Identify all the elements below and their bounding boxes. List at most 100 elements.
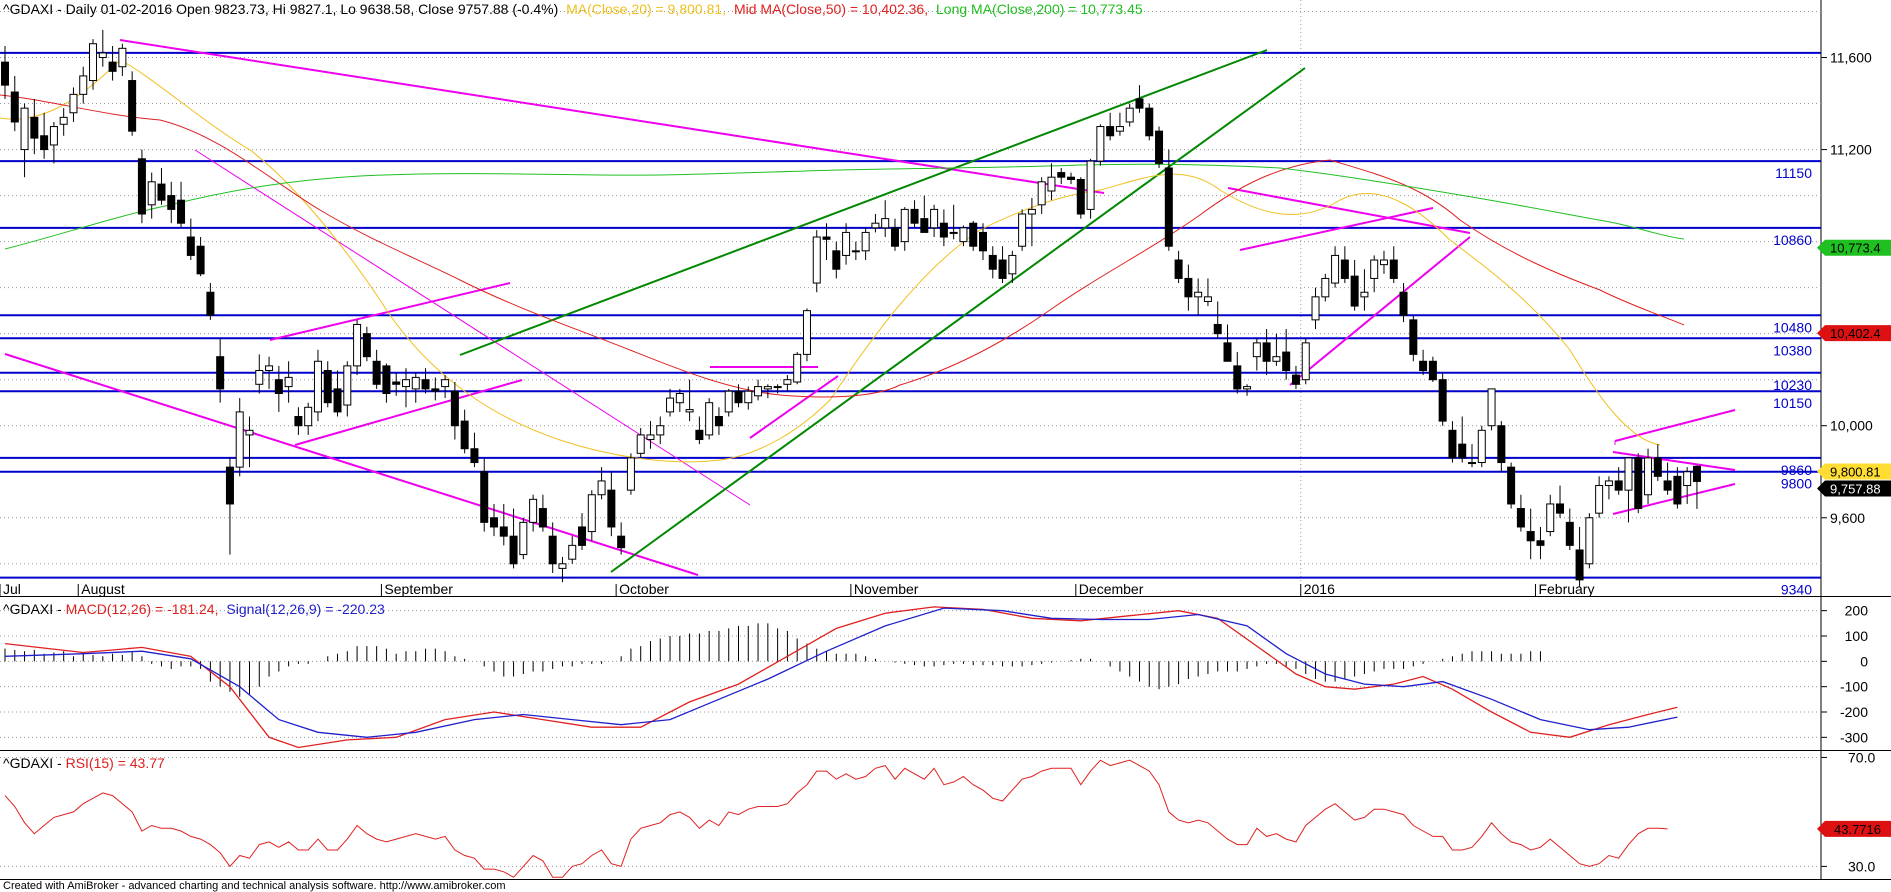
candle <box>1027 197 1036 247</box>
candle-body <box>812 236 821 284</box>
candle-body <box>1272 356 1281 362</box>
candle <box>1252 338 1261 371</box>
candle <box>1076 177 1085 219</box>
candle <box>959 225 968 247</box>
moving-averages <box>0 59 1685 463</box>
level-label: 10380 <box>1773 342 1812 358</box>
ma50-line <box>0 94 1685 398</box>
candle <box>1008 250 1017 284</box>
candle-body <box>1037 181 1046 206</box>
candle-body <box>587 494 596 533</box>
candle <box>949 204 958 240</box>
candle-body <box>235 411 244 468</box>
candle <box>1614 467 1623 495</box>
candle-body <box>1135 98 1144 109</box>
candle-body <box>362 333 371 358</box>
candle-body <box>763 386 772 390</box>
candle-body <box>1252 342 1261 358</box>
candle-body <box>499 526 508 537</box>
candle-body <box>930 208 939 229</box>
trendlines <box>4 39 1736 576</box>
candle-body <box>89 43 98 82</box>
candle-body <box>519 521 528 556</box>
month-label: November <box>854 581 919 597</box>
candle <box>939 209 948 247</box>
level-label: 9860 <box>1781 462 1812 478</box>
candle <box>245 416 254 468</box>
candle <box>675 388 684 412</box>
footer-credit: Created with AmiBroker - advanced charti… <box>3 880 506 892</box>
candle-body <box>1634 457 1643 510</box>
candle <box>1096 124 1105 166</box>
candle-body <box>40 135 49 151</box>
candle-body <box>988 254 997 270</box>
candle <box>1291 365 1300 389</box>
price-header-symbol: ^GDAXI - Daily 01-02-2016 Open 9823.73, … <box>3 1 558 17</box>
candle-body <box>401 379 410 388</box>
candle <box>988 246 997 279</box>
price-badge: 10,773.4 <box>1817 239 1891 256</box>
candle <box>69 87 78 122</box>
candle-body <box>137 158 146 215</box>
candle <box>89 39 98 90</box>
candle-body <box>793 353 802 383</box>
candle-body <box>216 356 225 390</box>
candle <box>1556 485 1565 518</box>
candle <box>79 66 88 104</box>
price-panel <box>0 0 1821 596</box>
candle <box>118 43 127 76</box>
candle <box>59 108 68 136</box>
candle <box>333 370 342 417</box>
month-axis: Jul August September October November Decembe… <box>0 581 1594 597</box>
candle <box>323 361 332 408</box>
candle <box>842 223 851 265</box>
candle-body <box>744 390 753 404</box>
rsi-tick-label: 30.0 <box>1848 858 1875 874</box>
candle-body <box>1331 254 1340 284</box>
candle <box>1331 246 1340 288</box>
candle-body <box>1575 549 1584 581</box>
candle-body <box>1409 319 1418 355</box>
trendline-magenta-channel-lower <box>294 379 523 446</box>
macd-tick-label: -200 <box>1840 704 1868 720</box>
candle-body <box>881 218 890 229</box>
candle-body <box>1203 296 1212 302</box>
candle-body <box>1027 208 1036 215</box>
month-label: Jul <box>3 581 21 597</box>
candle-body <box>1096 126 1105 162</box>
macd-panel <box>0 598 1821 750</box>
candle-body <box>558 563 567 569</box>
candle <box>1145 103 1154 141</box>
candle <box>1194 278 1203 316</box>
candle <box>450 381 459 440</box>
candle-body <box>1624 457 1633 491</box>
candle-body <box>724 390 733 413</box>
candle <box>617 522 626 555</box>
candle-body <box>1291 374 1300 385</box>
candle <box>1135 85 1144 113</box>
candle <box>1018 209 1027 251</box>
candle-body <box>1663 480 1672 491</box>
candle <box>558 556 567 583</box>
trendline-green-lower <box>610 67 1306 573</box>
candle-body <box>1673 475 1682 505</box>
candle-body <box>1008 254 1017 275</box>
candle-body <box>460 420 469 450</box>
candle-body <box>529 498 538 523</box>
candle-body <box>1370 259 1379 279</box>
candle-body <box>108 61 117 72</box>
candle <box>411 372 420 403</box>
candle-body <box>1155 130 1164 164</box>
candle <box>900 207 909 251</box>
candle <box>196 237 205 277</box>
candle-body <box>822 236 831 240</box>
candle <box>382 363 391 403</box>
candle-body <box>890 227 899 247</box>
price-badge-bg <box>1817 463 1891 480</box>
macd-series-line <box>4 606 1678 749</box>
candle <box>1370 255 1379 293</box>
candle <box>783 375 792 392</box>
candle <box>1692 465 1701 509</box>
candle-body <box>265 365 274 371</box>
candle <box>460 409 469 454</box>
